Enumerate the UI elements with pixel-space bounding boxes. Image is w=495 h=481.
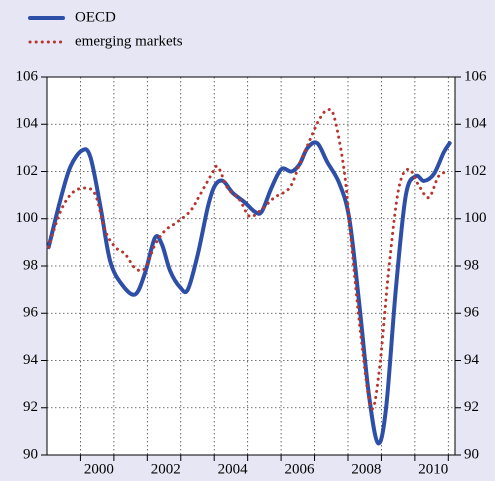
y-tick-label: 90 <box>23 446 38 462</box>
y2-tick-label: 98 <box>464 257 479 273</box>
data-line <box>46 140 452 446</box>
legend-label: emerging markets <box>75 33 183 49</box>
data-line <box>47 107 451 411</box>
y2-tick-label: 92 <box>464 399 479 415</box>
y2-tick-label: 96 <box>464 305 480 321</box>
plot-border <box>46 76 456 456</box>
y-tick-label: 92 <box>23 399 38 415</box>
x-tick-label: 2010 <box>418 461 448 477</box>
legend-label: OECD <box>75 9 116 25</box>
y-tick-label: 104 <box>16 116 39 132</box>
y2-tick-label: 102 <box>464 163 487 179</box>
x-tick-label: 2006 <box>284 461 315 477</box>
y-tick-label: 94 <box>23 352 39 368</box>
x-tick-label: 2004 <box>218 461 249 477</box>
y2-tick-label: 100 <box>464 210 487 226</box>
x-tick-label: 2000 <box>84 461 114 477</box>
x-tick-label: 2008 <box>351 461 381 477</box>
y-tick-label: 106 <box>16 68 39 84</box>
y-tick-label: 100 <box>16 210 39 226</box>
y2-tick-label: 106 <box>464 68 487 84</box>
y2-tick-label: 104 <box>464 116 487 132</box>
y2-tick-label: 94 <box>464 352 480 368</box>
x-tick-label: 2002 <box>151 461 181 477</box>
y-tick-label: 96 <box>23 305 39 321</box>
y2-tick-label: 90 <box>464 446 479 462</box>
y-tick-label: 98 <box>23 257 38 273</box>
y-tick-label: 102 <box>16 163 39 179</box>
